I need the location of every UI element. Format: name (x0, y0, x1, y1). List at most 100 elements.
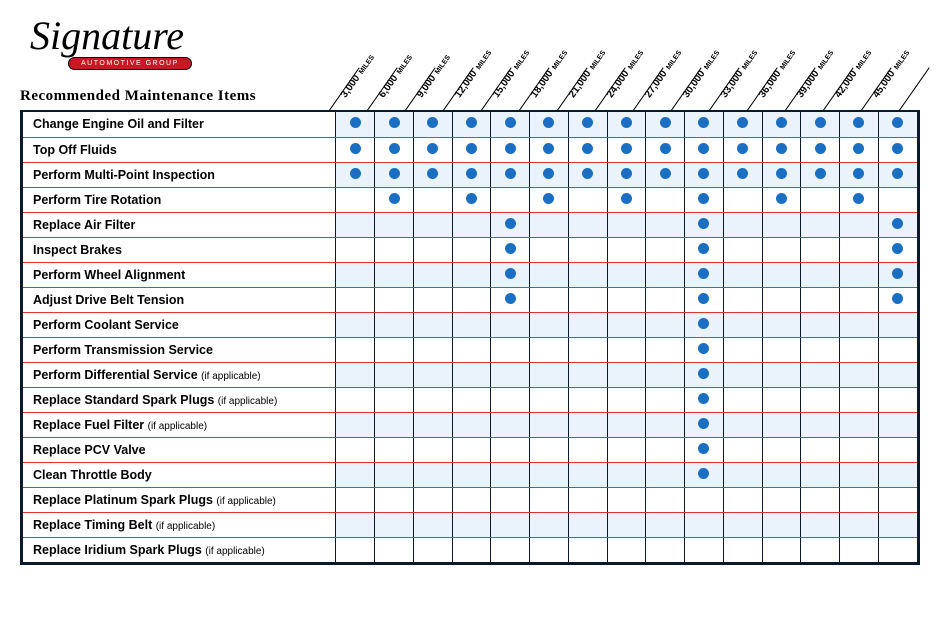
schedule-cell (530, 137, 569, 162)
table-row: Replace Standard Spark Plugs (if applica… (23, 387, 917, 412)
dot-icon (466, 143, 477, 154)
row-label: Clean Throttle Body (23, 462, 336, 487)
schedule-cell (530, 512, 569, 537)
schedule-cell (801, 237, 840, 262)
schedule-cell (413, 237, 452, 262)
schedule-cell (452, 462, 491, 487)
schedule-cell (646, 512, 685, 537)
row-label: Replace Timing Belt (if applicable) (23, 512, 336, 537)
schedule-cell (530, 112, 569, 137)
schedule-cell (839, 137, 878, 162)
schedule-cell (568, 187, 607, 212)
schedule-cell (839, 362, 878, 387)
schedule-cell (336, 487, 375, 512)
schedule-cell (491, 262, 530, 287)
schedule-cell (839, 162, 878, 187)
dot-icon (698, 443, 709, 454)
table-row: Perform Transmission Service (23, 337, 917, 362)
dot-icon (543, 143, 554, 154)
dot-icon (698, 293, 709, 304)
schedule-cell (336, 387, 375, 412)
schedule-cell (530, 362, 569, 387)
table-row: Replace PCV Valve (23, 437, 917, 462)
schedule-cell (607, 412, 646, 437)
schedule-cell (568, 437, 607, 462)
schedule-cell (491, 437, 530, 462)
schedule-cell (723, 387, 762, 412)
schedule-cell (762, 387, 801, 412)
dot-icon (815, 117, 826, 128)
schedule-cell (723, 237, 762, 262)
table-row: Replace Timing Belt (if applicable) (23, 512, 917, 537)
schedule-cell (568, 237, 607, 262)
dot-icon (466, 168, 477, 179)
dot-icon (853, 168, 864, 179)
schedule-cell (568, 362, 607, 387)
schedule-cell (685, 462, 724, 487)
schedule-cell (375, 212, 414, 237)
schedule-cell (839, 187, 878, 212)
dot-icon (582, 143, 593, 154)
table-row: Change Engine Oil and Filter (23, 112, 917, 137)
mileage-label: 18,000 MILES (529, 48, 570, 100)
schedule-cell (336, 287, 375, 312)
row-label: Perform Tire Rotation (23, 187, 336, 212)
schedule-cell (568, 512, 607, 537)
schedule-cell (607, 537, 646, 562)
schedule-cell (878, 362, 917, 387)
row-label: Perform Multi-Point Inspection (23, 162, 336, 187)
schedule-cell (839, 487, 878, 512)
dot-icon (853, 143, 864, 154)
schedule-cell (801, 487, 840, 512)
schedule-cell (452, 112, 491, 137)
schedule-cell (878, 487, 917, 512)
schedule-cell (646, 162, 685, 187)
schedule-cell (607, 187, 646, 212)
schedule-cell (336, 237, 375, 262)
schedule-cell (607, 362, 646, 387)
schedule-cell (801, 312, 840, 337)
schedule-cell (646, 262, 685, 287)
schedule-cell (646, 362, 685, 387)
mileage-label: 12,000 MILES (453, 48, 494, 100)
schedule-cell (646, 212, 685, 237)
dot-icon (660, 117, 671, 128)
schedule-cell (375, 337, 414, 362)
schedule-cell (723, 487, 762, 512)
row-label: Replace Standard Spark Plugs (if applica… (23, 387, 336, 412)
schedule-cell (762, 287, 801, 312)
schedule-cell (336, 162, 375, 187)
schedule-cell (762, 512, 801, 537)
schedule-cell (452, 337, 491, 362)
dot-icon (698, 268, 709, 279)
dot-icon (892, 293, 903, 304)
schedule-cell (530, 412, 569, 437)
schedule-cell (452, 362, 491, 387)
schedule-cell (878, 312, 917, 337)
logo: Signature AUTOMOTIVE GROUP (30, 20, 192, 70)
schedule-cell (568, 212, 607, 237)
schedule-cell (878, 412, 917, 437)
row-label: Adjust Drive Belt Tension (23, 287, 336, 312)
schedule-cell (336, 337, 375, 362)
schedule-cell (878, 512, 917, 537)
schedule-cell (530, 262, 569, 287)
schedule-cell (685, 537, 724, 562)
schedule-cell (452, 487, 491, 512)
schedule-cell (491, 287, 530, 312)
if-applicable-note: (if applicable) (205, 546, 264, 557)
dot-icon (582, 168, 593, 179)
schedule-cell (491, 462, 530, 487)
mileage-label: 45,000 MILES (871, 48, 912, 100)
dot-icon (389, 117, 400, 128)
schedule-cell (762, 537, 801, 562)
schedule-cell (491, 137, 530, 162)
schedule-cell (375, 312, 414, 337)
schedule-cell (375, 512, 414, 537)
row-label: Change Engine Oil and Filter (23, 112, 336, 137)
table-row: Replace Iridium Spark Plugs (if applicab… (23, 537, 917, 562)
schedule-cell (685, 362, 724, 387)
dot-icon (505, 168, 516, 179)
table-row: Perform Wheel Alignment (23, 262, 917, 287)
schedule-cell (762, 137, 801, 162)
